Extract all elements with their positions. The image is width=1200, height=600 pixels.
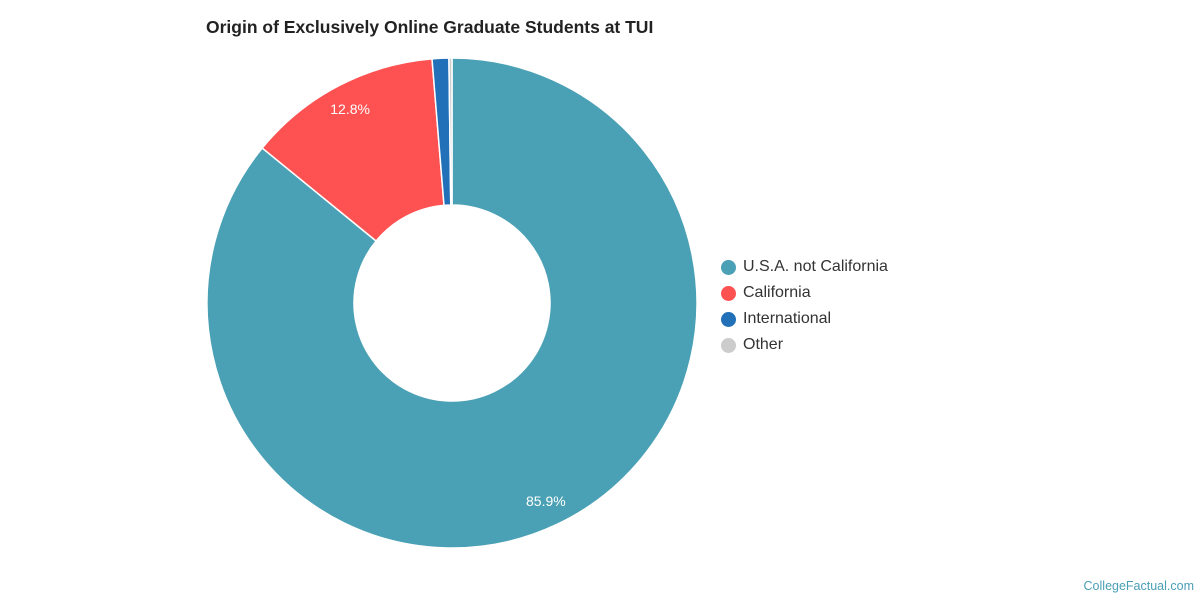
legend-label: U.S.A. not California <box>743 258 888 275</box>
legend-item-other[interactable]: Other <box>721 332 888 358</box>
legend-label: International <box>743 310 832 327</box>
slice-california[interactable] <box>261 58 445 243</box>
legend-label: California <box>743 284 811 301</box>
labels-group: 85.9% 12.8% <box>330 101 565 509</box>
chart-legend: U.S.A. not California California Interna… <box>721 254 888 358</box>
chart-title: Origin of Exclusively Online Graduate St… <box>206 17 654 37</box>
slice-label-california: 12.8% <box>330 101 370 117</box>
legend-item-international[interactable]: International <box>721 306 888 332</box>
legend-swatch <box>721 259 736 275</box>
legend-swatch <box>721 337 736 353</box>
credit-link[interactable]: CollegeFactual.com <box>1083 579 1194 593</box>
legend-item-usa-not-california[interactable]: U.S.A. not California <box>721 254 888 280</box>
legend-swatch <box>721 311 736 327</box>
legend-label: Other <box>743 336 784 353</box>
slice-label-u-s-a-not-california: 85.9% <box>526 493 566 509</box>
slice-other[interactable] <box>448 57 453 206</box>
legend-item-california[interactable]: California <box>721 280 888 306</box>
slice-u-s-a-not-california[interactable] <box>206 57 698 549</box>
legend-swatch <box>721 285 736 301</box>
slices-group <box>206 57 698 549</box>
